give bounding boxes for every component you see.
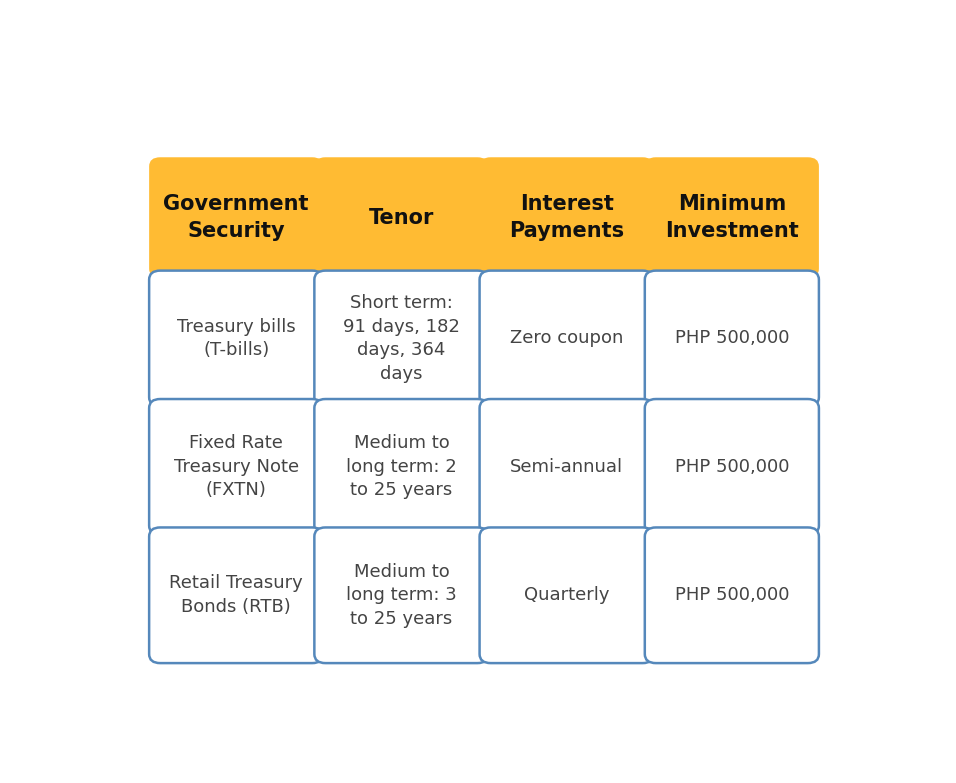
Text: Fixed Rate
Treasury Note
(FXTN): Fixed Rate Treasury Note (FXTN) xyxy=(174,435,299,500)
Text: PHP 500,000: PHP 500,000 xyxy=(675,586,789,604)
FancyBboxPatch shape xyxy=(315,157,489,278)
Text: Minimum
Investment: Minimum Investment xyxy=(665,194,798,240)
FancyBboxPatch shape xyxy=(480,157,654,278)
FancyBboxPatch shape xyxy=(149,528,323,663)
FancyBboxPatch shape xyxy=(644,399,819,535)
FancyBboxPatch shape xyxy=(480,528,654,663)
Text: Short term:
91 days, 182
days, 364
days: Short term: 91 days, 182 days, 364 days xyxy=(343,294,460,383)
Text: Interest
Payments: Interest Payments xyxy=(510,194,624,240)
Text: Medium to
long term: 3
to 25 years: Medium to long term: 3 to 25 years xyxy=(346,563,457,628)
FancyBboxPatch shape xyxy=(480,399,654,535)
FancyBboxPatch shape xyxy=(315,271,489,406)
Text: PHP 500,000: PHP 500,000 xyxy=(675,458,789,476)
Text: Government
Security: Government Security xyxy=(163,194,309,240)
FancyBboxPatch shape xyxy=(644,528,819,663)
FancyBboxPatch shape xyxy=(315,528,489,663)
Text: Treasury bills
(T-bills): Treasury bills (T-bills) xyxy=(177,318,295,359)
Text: Medium to
long term: 2
to 25 years: Medium to long term: 2 to 25 years xyxy=(346,435,457,500)
FancyBboxPatch shape xyxy=(644,157,819,278)
FancyBboxPatch shape xyxy=(149,399,323,535)
FancyBboxPatch shape xyxy=(149,157,323,278)
Text: Zero coupon: Zero coupon xyxy=(510,330,623,348)
Text: Tenor: Tenor xyxy=(369,207,434,228)
FancyBboxPatch shape xyxy=(149,271,323,406)
FancyBboxPatch shape xyxy=(644,271,819,406)
FancyBboxPatch shape xyxy=(480,271,654,406)
Text: Retail Treasury
Bonds (RTB): Retail Treasury Bonds (RTB) xyxy=(169,575,303,616)
Text: Semi-annual: Semi-annual xyxy=(511,458,623,476)
Text: Quarterly: Quarterly xyxy=(524,586,609,604)
Text: PHP 500,000: PHP 500,000 xyxy=(675,330,789,348)
FancyBboxPatch shape xyxy=(315,399,489,535)
